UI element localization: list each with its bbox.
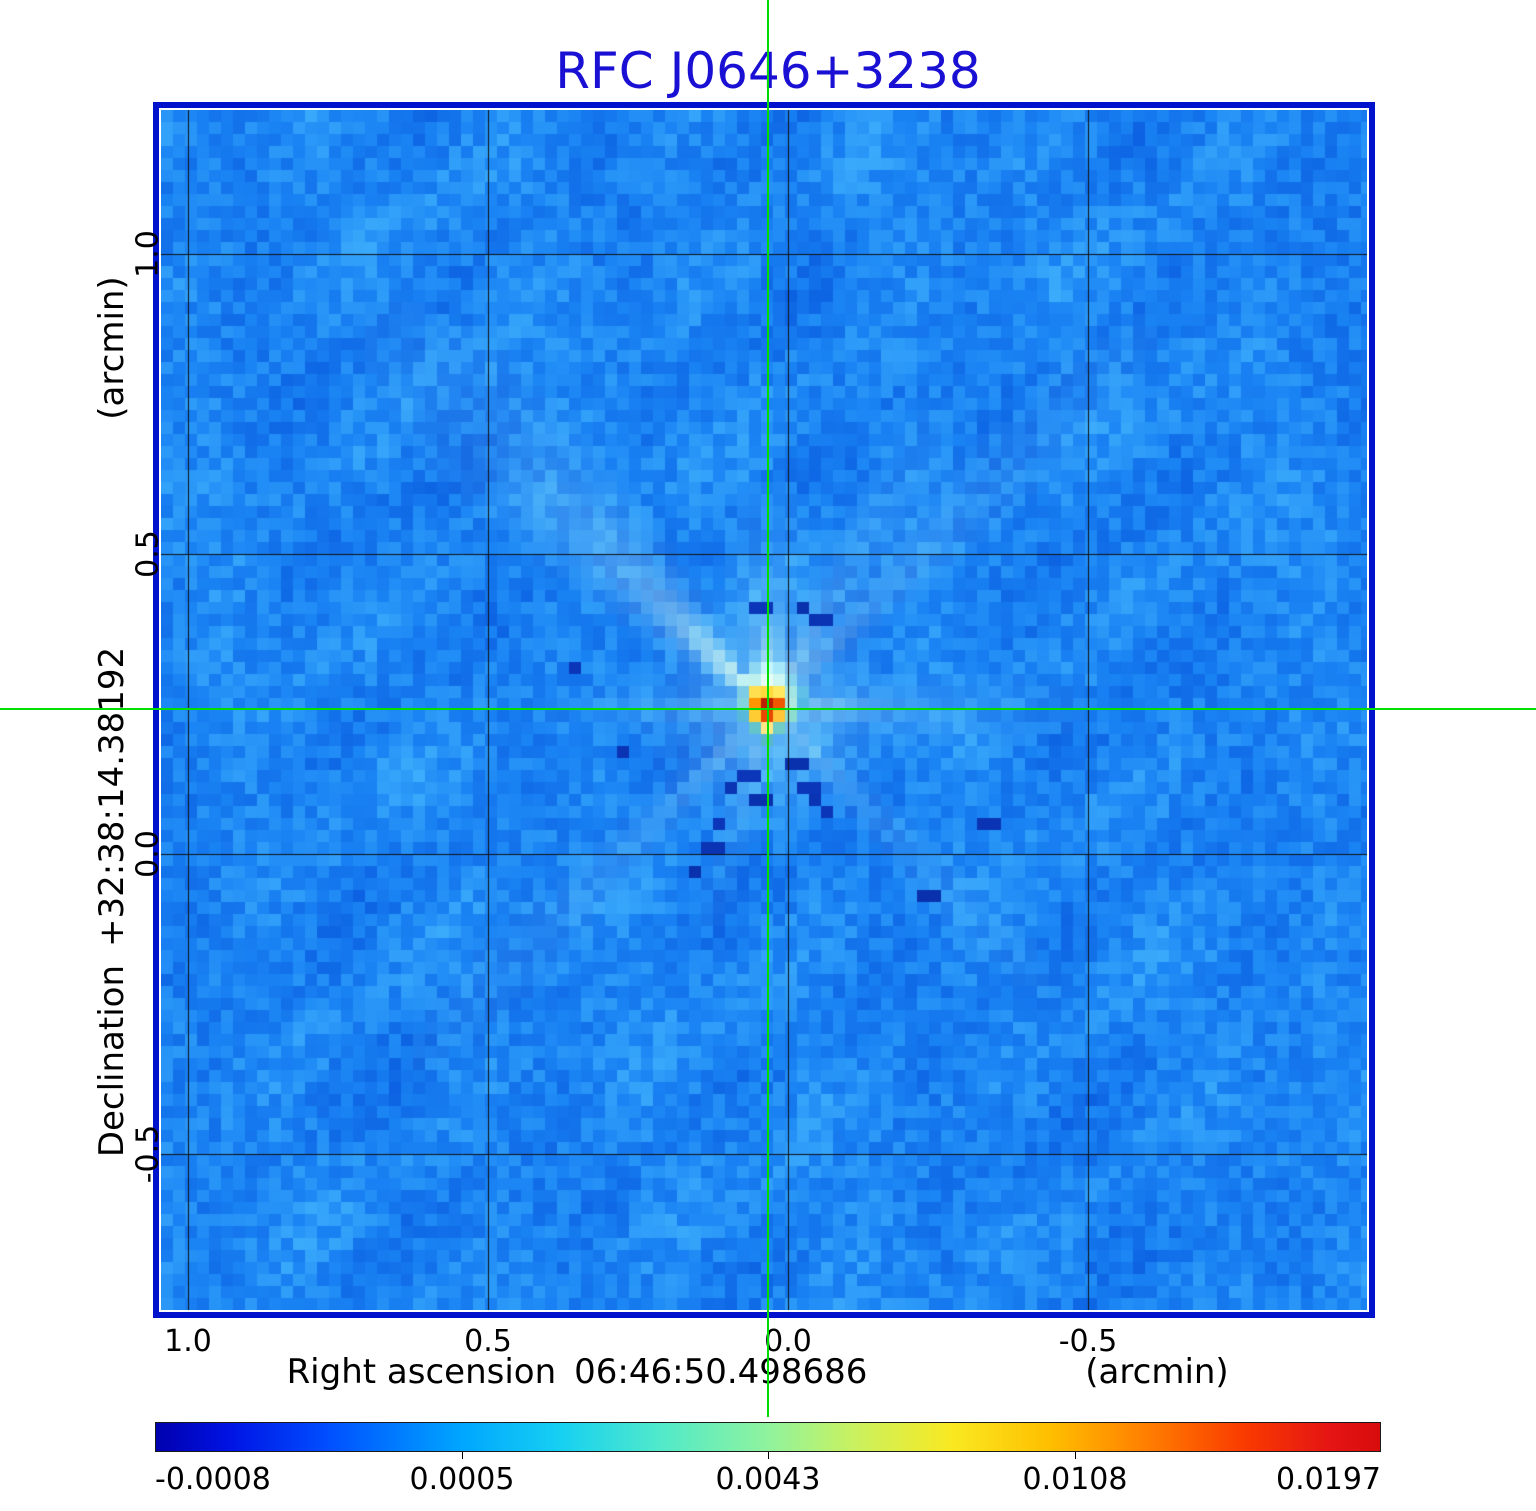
y-axis-title-text: Declination	[92, 964, 132, 1158]
x-axis-label-row: Right ascension 06:46:50.498686 (arcmin)	[0, 1352, 1536, 1392]
crosshair-horizontal-line	[0, 708, 1536, 710]
x-tick-label: 1.0	[164, 1324, 212, 1359]
colorbar-tick-label: 0.0005	[409, 1462, 515, 1497]
colorbar-tick-label: 0.0108	[1022, 1462, 1128, 1497]
y-tick-label: 1.0	[130, 230, 166, 278]
x-axis-title-text: Right ascension	[286, 1352, 557, 1392]
colorbar-tick-label: 0.0043	[715, 1462, 821, 1497]
x-axis-unit-label: (arcmin)	[1085, 1352, 1229, 1392]
colorbar-tick-label: 0.0197	[1276, 1462, 1381, 1497]
colorbar-tick-mark	[768, 1452, 769, 1459]
colorbar-gradient	[155, 1422, 1381, 1452]
x-axis-title: Right ascension 06:46:50.498686	[287, 1352, 868, 1392]
colorbar-tick-mark	[1075, 1452, 1076, 1459]
x-axis-title-value: 06:46:50.498686	[574, 1352, 868, 1392]
sky-map-image	[161, 110, 1367, 1310]
colorbar-tick-mark	[462, 1452, 463, 1459]
x-tick-label: -0.5	[1058, 1324, 1118, 1359]
y-tick-label: -0.5	[130, 1124, 166, 1184]
y-tick-label: 0.0	[130, 830, 166, 878]
x-tick-label: 0.0	[764, 1324, 812, 1359]
y-axis-unit-label: (arcmin)	[92, 276, 132, 420]
sky-map-frame	[153, 102, 1375, 1318]
colorbar-tick-label: -0.0008	[155, 1462, 271, 1497]
x-tick-label: 0.5	[464, 1324, 512, 1359]
y-axis-title-value: +32:38:14.38192	[92, 646, 132, 947]
y-axis-title: Declination +32:38:14.38192	[92, 647, 132, 1157]
y-tick-label: 0.5	[130, 530, 166, 578]
